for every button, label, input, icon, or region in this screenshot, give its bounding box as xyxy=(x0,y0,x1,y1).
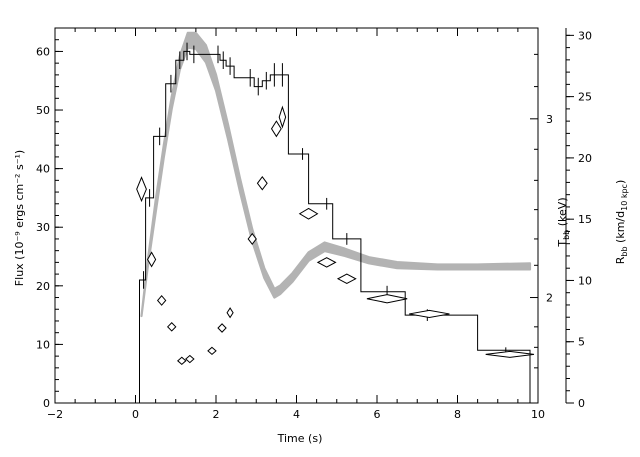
temperature-diamond xyxy=(256,175,268,191)
radius-tick-label: 20 xyxy=(578,152,592,165)
radius-axis-title-unit-sub: 10 kpc xyxy=(620,184,629,211)
temperature-diamond xyxy=(336,273,357,285)
temperature-diamond xyxy=(409,309,450,318)
y-tick-label: 30 xyxy=(36,221,50,234)
radius-band-layer xyxy=(140,31,532,318)
temperature-diamond xyxy=(226,307,234,319)
radius-band xyxy=(140,31,532,318)
y-tick-label: 0 xyxy=(43,397,50,410)
temperature-axis-title: Tbb (keV) xyxy=(556,197,571,247)
x-axis-title: Time (s) xyxy=(277,432,323,445)
x-tick-label: 0 xyxy=(132,408,139,421)
temperature-diamond xyxy=(298,207,319,220)
x-tick-label: 8 xyxy=(454,408,461,421)
temperature-diamond xyxy=(207,346,217,356)
radius-tick-label: 10 xyxy=(578,274,592,287)
plot-frame xyxy=(54,27,539,404)
temperature-diamond xyxy=(156,295,167,306)
radius-tick-label: 25 xyxy=(578,91,592,104)
temperature-diamond xyxy=(136,176,147,203)
y-tick-label: 10 xyxy=(36,338,50,351)
temperature-axis-title-unit: (keV) xyxy=(556,197,569,229)
x-tick-label: 10 xyxy=(531,408,545,421)
x-tick-label: 2 xyxy=(213,408,220,421)
y-tick-label: 60 xyxy=(36,45,50,58)
radius-tick-label: 5 xyxy=(578,336,585,349)
y-tick-label: 20 xyxy=(36,280,50,293)
radius-tick-label: 0 xyxy=(578,397,585,410)
temperature-diamond xyxy=(185,354,195,364)
radius-axis-title: Rbb (km/d10 kpc) xyxy=(614,180,629,265)
x-tick-label: −2 xyxy=(47,408,63,421)
temperature-diamond xyxy=(166,322,177,332)
temperature-tick-label: 3 xyxy=(546,113,553,126)
temperature-diamond xyxy=(146,251,157,268)
temperature-diamond xyxy=(278,105,287,129)
x-tick-label: 4 xyxy=(293,408,300,421)
radius-tick-label: 30 xyxy=(578,29,592,42)
flux-histogram-layer xyxy=(139,42,531,403)
y-tick-label: 40 xyxy=(36,163,50,176)
temperature-diamond xyxy=(366,294,408,304)
flux-histogram-line xyxy=(139,50,531,403)
temperature-diamond xyxy=(177,356,187,365)
temperature-diamond xyxy=(217,323,227,333)
temperature-tick-label: 2 xyxy=(546,292,553,305)
temperature-axis-title-main: T xyxy=(556,240,569,248)
x-tick-label: 6 xyxy=(374,408,381,421)
temperature-diamond xyxy=(485,350,535,358)
radius-axis-title-unit-b: ) xyxy=(614,180,627,184)
temperature-diamond xyxy=(316,257,337,268)
y-tick-label: 50 xyxy=(36,104,50,117)
temperature-axis-title-sub: bb xyxy=(562,230,571,240)
radius-axis-title-sub: bb xyxy=(620,246,629,256)
y-axis-title: Flux (10⁻⁹ ergs cm⁻² s⁻¹) xyxy=(13,150,26,286)
radius-axis-title-unit-a: (km/d xyxy=(614,211,627,247)
temperature-diamond xyxy=(270,120,282,138)
radius-tick-label: 15 xyxy=(578,213,592,226)
radius-axis-title-main: R xyxy=(614,256,627,264)
temperature-diamond xyxy=(247,232,257,246)
temperature-diamond-layer xyxy=(136,105,535,365)
